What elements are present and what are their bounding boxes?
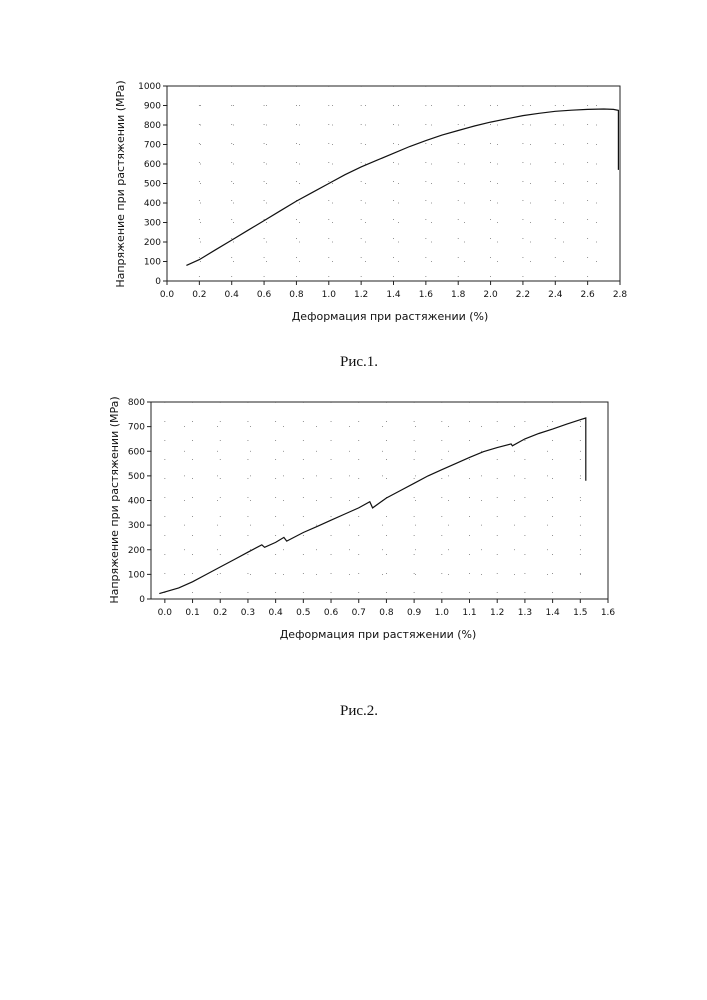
x-tick-label: 1.6 [601, 608, 616, 618]
x-tick-label: 0.8 [379, 608, 394, 618]
x-tick-label: 0.6 [324, 608, 339, 618]
x-tick-label: 1.0 [435, 608, 450, 618]
y-tick-label: 0 [139, 595, 145, 605]
y-tick-label: 600 [144, 160, 161, 170]
figure-caption-2: Рис.2. [340, 703, 378, 720]
x-tick-label: 0.4 [225, 290, 240, 300]
x-tick-label: 0.2 [213, 608, 227, 618]
y-tick-label: 700 [144, 141, 161, 151]
y-tick-label: 100 [128, 570, 145, 580]
plot-frame [167, 86, 620, 281]
x-tick-label: 2.0 [483, 290, 498, 300]
x-tick-label: 1.4 [386, 290, 401, 300]
y-tick-label: 400 [144, 199, 161, 209]
x-tick-label: 0.2 [192, 290, 206, 300]
y-tick-label: 500 [128, 472, 145, 482]
y-tick-label: 300 [144, 219, 161, 229]
figure-caption-1: Рис.1. [340, 354, 378, 371]
x-ticks: 0.0 0.1 0.2 0.3 0.4 0.5 0.6 0.7 0.8 0.9 1.0 1.1 1.2 1… [158, 599, 616, 618]
grid [167, 86, 620, 281]
x-tick-label: 1.0 [322, 290, 337, 300]
y-tick-label: 300 [128, 521, 145, 531]
chart-1: 0.0 0.2 0.4 0.6 0.8 1.0 1.2 1.4 1.6 1.8 2.0 2.2 2.4 2… [0, 70, 707, 340]
y-tick-label: 200 [128, 546, 145, 556]
x-tick-label: 2.2 [516, 290, 530, 300]
y-ticks: 0 100 200 300 400 500 600 700 800 900 1000 [138, 82, 167, 287]
y-tick-label: 400 [128, 497, 145, 507]
plot-frame [151, 402, 608, 599]
x-tick-label: 1.6 [419, 290, 434, 300]
x-tick-label: 0.0 [160, 290, 175, 300]
y-axis-label: Напряжение при растяжении (MPa) [108, 396, 121, 603]
y-tick-label: 500 [144, 180, 161, 190]
y-tick-label: 600 [128, 447, 145, 457]
x-tick-label: 1.2 [354, 290, 368, 300]
x-tick-label: 0.5 [296, 608, 310, 618]
y-tick-label: 200 [144, 238, 161, 248]
x-tick-label: 2.4 [548, 290, 563, 300]
x-tick-label: 0.4 [268, 608, 283, 618]
y-tick-label: 700 [128, 423, 145, 433]
y-axis-label: Напряжение при растяжении (MPa) [114, 80, 127, 287]
y-tick-label: 900 [144, 102, 161, 112]
x-axis-label: Деформация при растяжении (%) [292, 310, 489, 323]
y-tick-label: 800 [144, 121, 161, 131]
stress-strain-curve [186, 109, 618, 265]
y-tick-label: 0 [155, 277, 161, 287]
x-tick-label: 0.7 [352, 608, 366, 618]
x-tick-label: 0.8 [289, 290, 304, 300]
x-ticks: 0.0 0.2 0.4 0.6 0.8 1.0 1.2 1.4 1.6 1.8 2.0 2.2 2.4 2… [160, 281, 628, 300]
x-axis-label: Деформация при растяжении (%) [280, 628, 477, 641]
x-tick-label: 1.4 [545, 608, 560, 618]
x-tick-label: 0.1 [185, 608, 199, 618]
y-tick-label: 800 [128, 398, 145, 408]
y-tick-label: 1000 [138, 82, 161, 92]
x-tick-label: 1.3 [518, 608, 532, 618]
x-tick-label: 1.8 [451, 290, 466, 300]
x-tick-label: 0.0 [158, 608, 173, 618]
x-tick-label: 1.2 [490, 608, 504, 618]
stress-strain-curve [159, 418, 586, 594]
x-tick-label: 0.9 [407, 608, 422, 618]
x-tick-label: 1.1 [462, 608, 476, 618]
x-tick-label: 0.3 [241, 608, 255, 618]
x-tick-label: 2.8 [613, 290, 628, 300]
x-tick-label: 1.5 [573, 608, 587, 618]
chart-2: 0.0 0.1 0.2 0.3 0.4 0.5 0.6 0.7 0.8 0.9 1.0 1.1 1.2 1… [0, 390, 707, 650]
y-ticks: 0 100 200 300 400 500 600 700 800 [128, 398, 151, 605]
x-tick-label: 0.6 [257, 290, 272, 300]
x-tick-label: 2.6 [580, 290, 595, 300]
grid [151, 402, 608, 599]
y-tick-label: 100 [144, 258, 161, 268]
